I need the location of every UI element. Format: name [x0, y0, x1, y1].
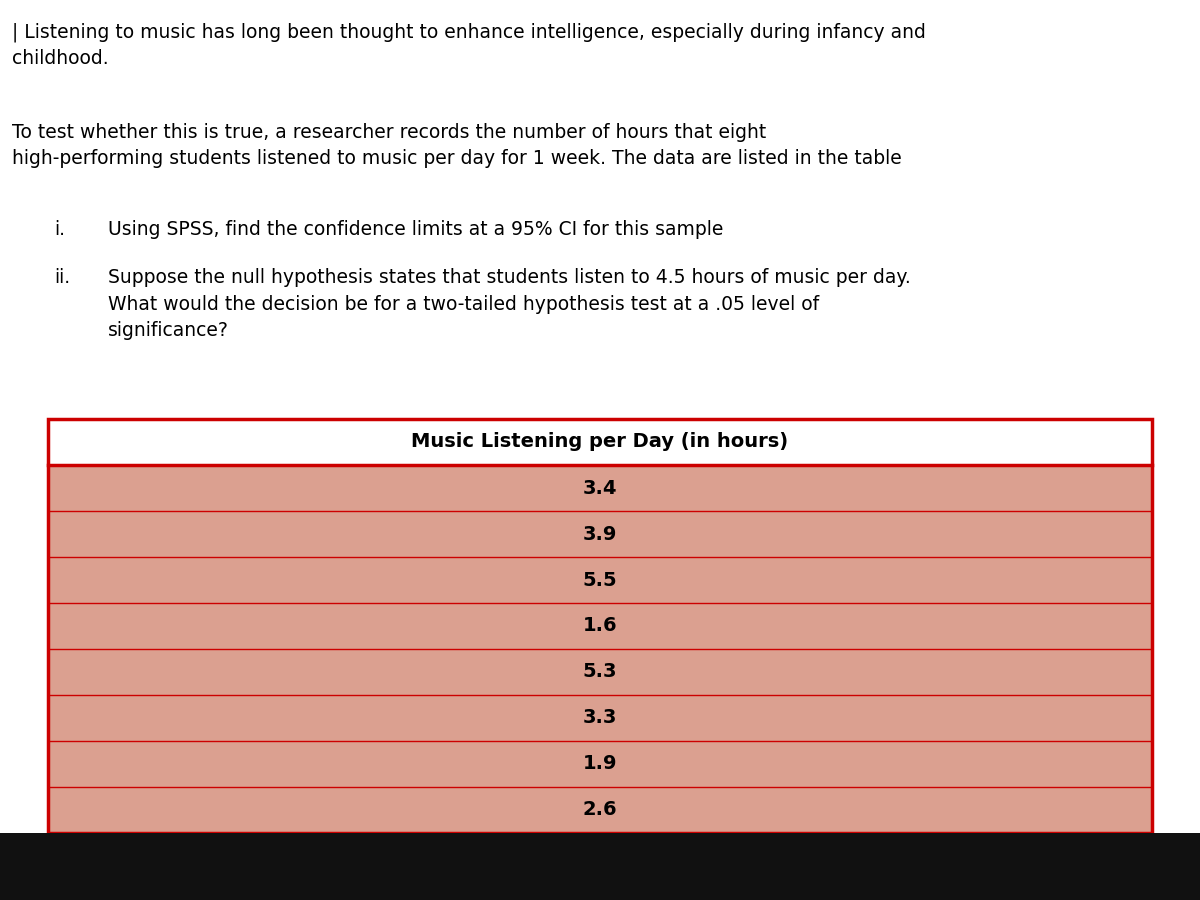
- Text: Suppose the null hypothesis states that students listen to 4.5 hours of music pe: Suppose the null hypothesis states that …: [108, 268, 911, 340]
- Text: | Listening to music has long been thought to enhance intelligence, especially d: | Listening to music has long been thoug…: [12, 22, 926, 68]
- Text: ii.: ii.: [54, 268, 70, 287]
- Bar: [48, 418, 1152, 832]
- Bar: [48, 557, 1152, 603]
- Text: 5.3: 5.3: [583, 662, 617, 681]
- Text: Using SPSS, find the confidence limits at a 95% CI for this sample: Using SPSS, find the confidence limits a…: [108, 220, 724, 239]
- Bar: [48, 741, 1152, 787]
- Bar: [48, 418, 1152, 465]
- Bar: [0, 832, 1200, 900]
- Text: 5.5: 5.5: [583, 571, 617, 590]
- Bar: [48, 649, 1152, 695]
- Bar: [48, 465, 1152, 511]
- Text: 3.3: 3.3: [583, 708, 617, 727]
- Text: 3.9: 3.9: [583, 525, 617, 544]
- Bar: [48, 511, 1152, 557]
- Text: To test whether this is true, a researcher records the number of hours that eigh: To test whether this is true, a research…: [12, 122, 901, 168]
- Bar: [48, 787, 1152, 833]
- Text: 1.6: 1.6: [583, 616, 617, 635]
- Text: Music Listening per Day (in hours): Music Listening per Day (in hours): [412, 432, 788, 452]
- Text: 2.6: 2.6: [583, 800, 617, 819]
- Text: 3.4: 3.4: [583, 479, 617, 498]
- Bar: [48, 603, 1152, 649]
- Bar: [48, 695, 1152, 741]
- Text: 1.9: 1.9: [583, 754, 617, 773]
- Text: i.: i.: [54, 220, 65, 239]
- Bar: [48, 418, 1152, 832]
